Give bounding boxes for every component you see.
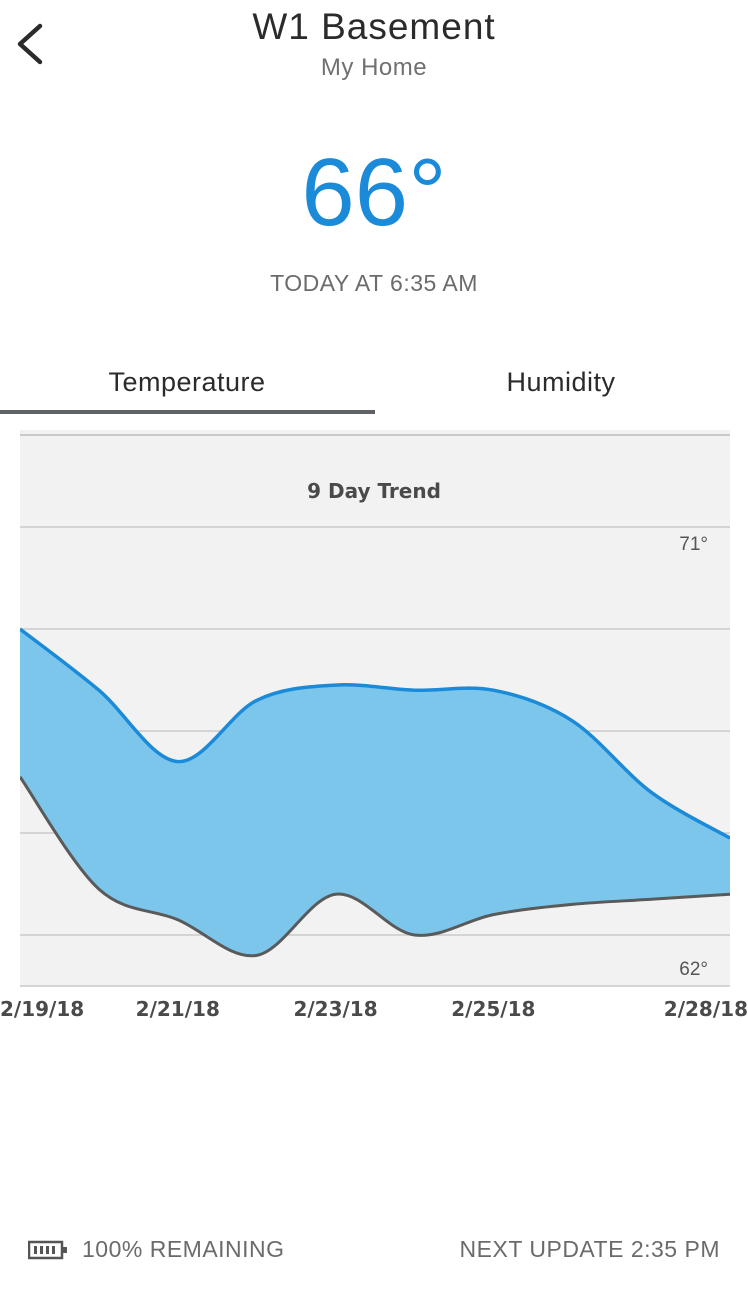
- x-tick-label: 2/21/18: [136, 997, 220, 1021]
- chart-title: 9 Day Trend: [307, 479, 441, 503]
- x-tick-label: 2/25/18: [451, 997, 535, 1021]
- back-button[interactable]: [10, 14, 54, 70]
- tab-bar: Temperature Humidity: [0, 360, 748, 416]
- x-tick-label: 2/19/18: [0, 997, 84, 1021]
- location-subtitle: My Home: [320, 54, 428, 81]
- battery-remaining-label: 100% REMAINING: [82, 1236, 285, 1262]
- page-title: W1 Basement: [252, 6, 496, 47]
- trend-chart: 9 Day Trend 71° 62° 2/19/18 2/21/18 2/23/1…: [0, 430, 748, 1021]
- x-axis-ticks: 2/19/18 2/21/18 2/23/18 2/25/18 2/28/18: [0, 997, 748, 1021]
- y-max-label: 71°: [679, 534, 708, 555]
- y-min-label: 62°: [679, 959, 708, 980]
- chart-right-mask: [730, 430, 748, 990]
- x-tick-label: 2/28/18: [664, 997, 748, 1021]
- low-temperature-series-line: [18, 776, 731, 958]
- chevron-left-icon: [17, 23, 43, 65]
- battery-full-icon: [28, 1240, 67, 1259]
- active-tab-indicator: [0, 410, 375, 414]
- reading-timestamp: TODAY AT 6:35 AM: [270, 270, 478, 296]
- x-tick-label: 2/23/18: [293, 997, 377, 1021]
- battery-status: 100% REMAINING: [28, 1236, 285, 1263]
- chart-left-mask: [0, 430, 20, 990]
- tab-temperature[interactable]: Temperature: [108, 367, 266, 397]
- current-temperature: 66°: [301, 139, 447, 246]
- tab-humidity[interactable]: Humidity: [506, 367, 616, 397]
- next-update-label: NEXT UPDATE 2:35 PM: [459, 1236, 720, 1262]
- high-temperature-series-line: [18, 627, 731, 840]
